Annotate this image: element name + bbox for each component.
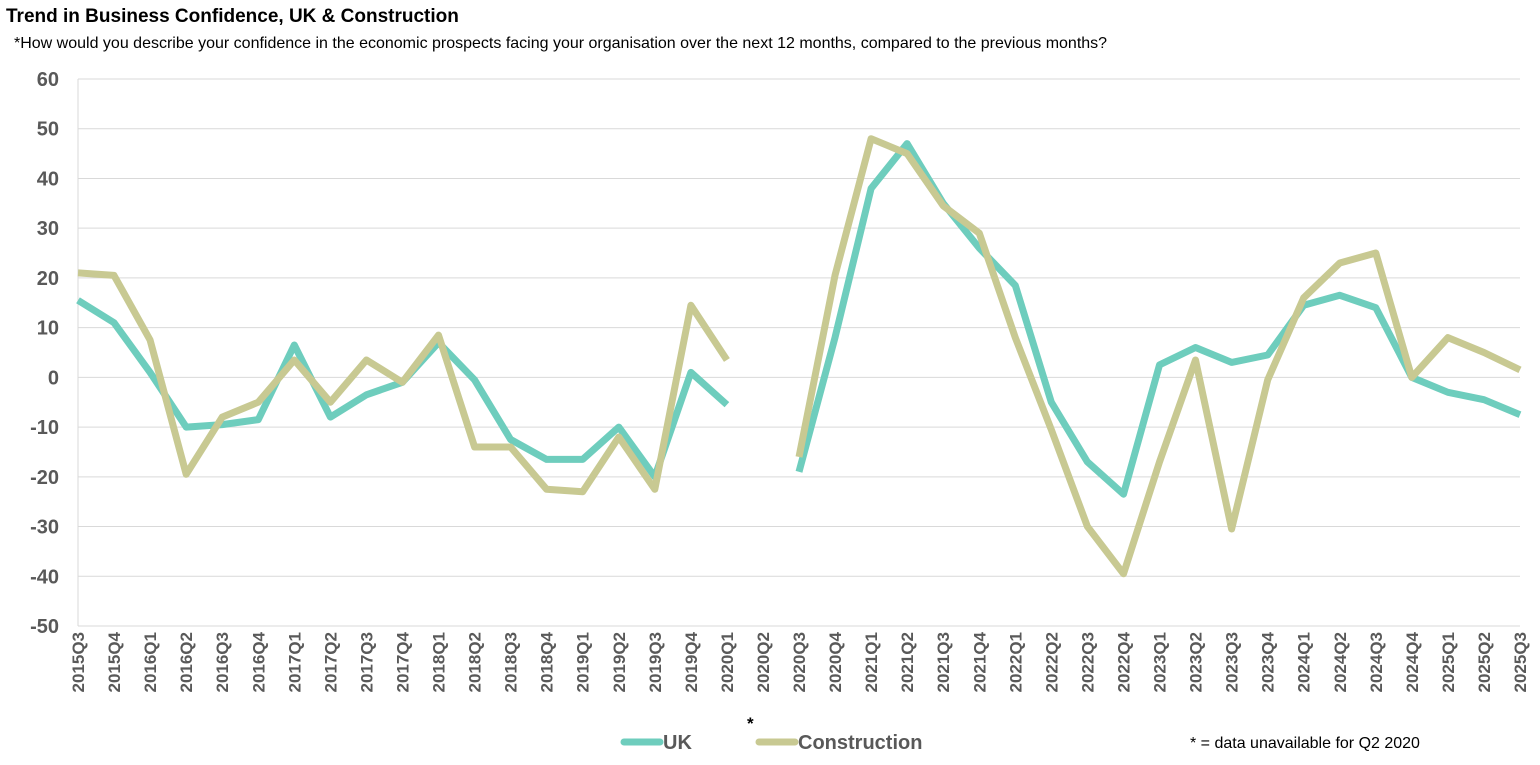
x-tick-label: 2020Q1 — [718, 632, 737, 693]
x-tick-label: 2018Q4 — [538, 631, 557, 692]
legend: UK Construction — [620, 732, 922, 754]
data-note: * = data unavailable for Q2 2020 — [1190, 735, 1420, 752]
x-tick-label: 2018Q3 — [502, 632, 521, 693]
x-tick-label: 2019Q2 — [610, 632, 629, 693]
x-tick-label: 2021Q3 — [934, 632, 953, 693]
gap-marker: * — [747, 714, 754, 733]
x-tick-label: 2020Q4 — [826, 631, 845, 692]
x-tick-label: 2016Q3 — [213, 632, 232, 693]
x-tick-label: 2019Q3 — [646, 632, 665, 693]
y-tick-label: 0 — [48, 367, 59, 389]
x-tick-label: 2017Q1 — [285, 632, 304, 693]
x-axis-ticks: 2015Q3 2015Q4 2016Q1 2016Q2 2016Q3 2016Q4 2017… — [69, 631, 1530, 692]
y-tick-label: -30 — [30, 517, 59, 539]
x-tick-label: 2020Q3 — [790, 632, 809, 693]
y-tick-label: -10 — [30, 417, 59, 439]
x-tick-label: 2024Q1 — [1295, 632, 1314, 693]
x-tick-label: 2016Q4 — [249, 631, 268, 692]
x-tick-label: 2023Q4 — [1259, 631, 1278, 692]
y-tick-label: -20 — [30, 467, 59, 489]
legend-label-construction: Construction — [798, 732, 922, 754]
x-tick-label: 2022Q2 — [1042, 632, 1061, 693]
x-tick-label: 2019Q1 — [574, 632, 593, 693]
x-tick-label: 2015Q4 — [105, 631, 124, 692]
series-line-construction-segment-2 — [795, 135, 1522, 578]
x-tick-label: 2017Q4 — [393, 631, 412, 692]
series-line-construction-segment-1 — [77, 269, 730, 496]
x-tick-label: 2019Q4 — [682, 631, 701, 692]
x-tick-label: 2021Q2 — [898, 632, 917, 693]
x-tick-label: 2023Q1 — [1151, 632, 1170, 693]
y-tick-label: -40 — [30, 566, 59, 588]
y-tick-label: 50 — [37, 119, 59, 141]
x-tick-label: 2016Q1 — [141, 632, 160, 693]
x-tick-label: 2018Q2 — [466, 632, 485, 693]
gridlines — [77, 78, 1520, 627]
x-tick-label: 2024Q3 — [1367, 632, 1386, 693]
x-tick-label: 2022Q4 — [1114, 631, 1133, 692]
chart-title: Trend in Business Confidence, UK & Const… — [6, 6, 459, 27]
x-tick-label: 2025Q3 — [1511, 632, 1530, 693]
chart-subtitle: *How would you describe your confidence … — [14, 35, 1108, 52]
x-tick-label: 2023Q2 — [1187, 632, 1206, 693]
y-tick-label: 10 — [37, 318, 59, 340]
x-tick-label: 2023Q3 — [1223, 632, 1242, 693]
x-tick-label: 2021Q4 — [970, 631, 989, 692]
y-tick-label: 30 — [37, 218, 59, 240]
x-tick-label: 2025Q2 — [1475, 632, 1494, 693]
x-tick-label: 2016Q2 — [177, 632, 196, 693]
x-tick-label: 2015Q3 — [69, 632, 88, 693]
y-tick-label: 60 — [37, 69, 59, 91]
series-lines — [76, 135, 1522, 578]
x-tick-label: 2022Q1 — [1006, 632, 1025, 693]
x-tick-label: 2024Q4 — [1403, 631, 1422, 692]
x-tick-label: 2017Q3 — [357, 632, 376, 693]
x-tick-label: 2021Q1 — [862, 632, 881, 693]
y-tick-label: 20 — [37, 268, 59, 290]
y-tick-label: 40 — [37, 168, 59, 190]
x-tick-label: 2018Q1 — [430, 632, 449, 693]
x-tick-label: 2022Q3 — [1078, 632, 1097, 693]
legend-label-uk: UK — [663, 732, 692, 754]
y-axis-ticks: 60 50 40 30 20 10 0 -10 -20 -30 -40 -50 — [30, 69, 59, 638]
y-tick-label: -50 — [30, 616, 59, 638]
x-tick-label: 2024Q2 — [1331, 632, 1350, 693]
x-tick-label: 2020Q2 — [754, 632, 773, 693]
x-tick-label: 2025Q1 — [1439, 632, 1458, 693]
series-line-uk-segment-2 — [795, 140, 1522, 498]
x-tick-label: 2017Q2 — [321, 632, 340, 693]
